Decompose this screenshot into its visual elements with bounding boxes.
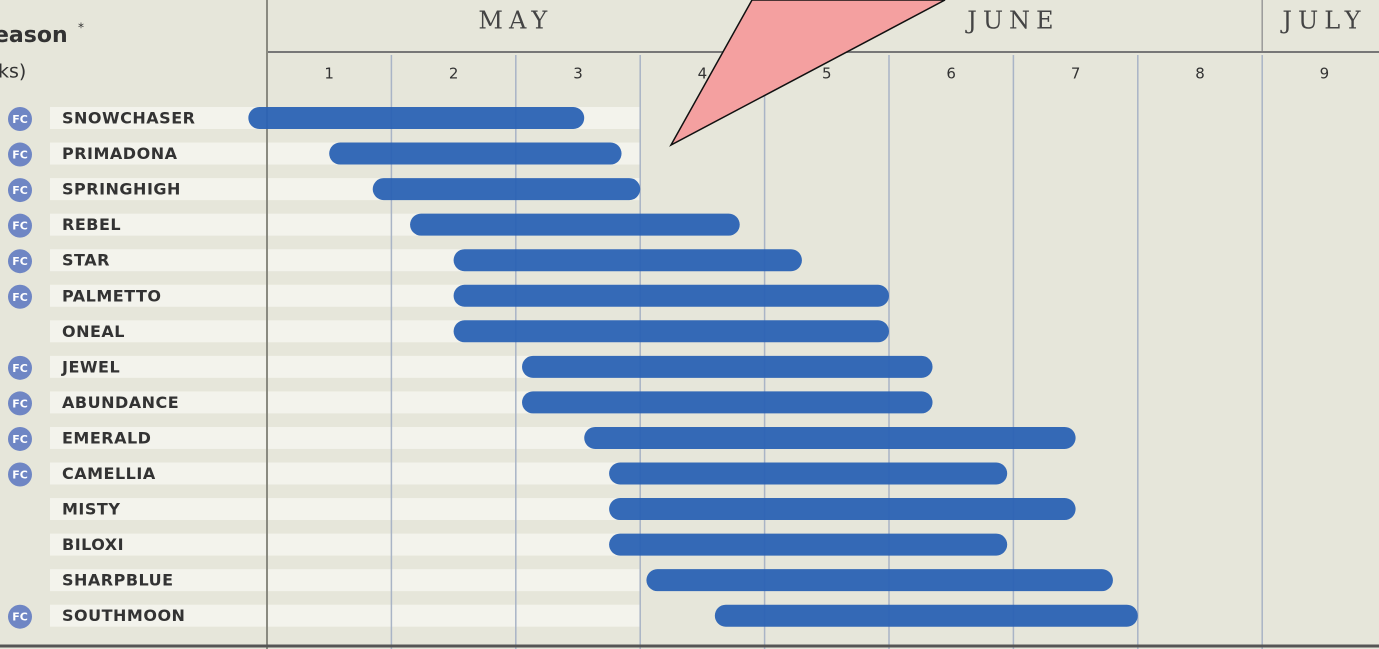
row-band: [50, 391, 640, 414]
week-label: 2: [449, 65, 459, 83]
harvest-bar: [609, 462, 1008, 485]
variety-name: SPRINGHIGH: [62, 180, 181, 199]
variety-name: ONEAL: [62, 322, 125, 341]
fc-badge-label: FC: [12, 220, 28, 233]
week-label: 1: [324, 65, 334, 83]
fc-badge: [8, 142, 32, 167]
month-label: JUNE: [964, 7, 1059, 35]
row-band: [50, 569, 640, 592]
variety-name: STAR: [62, 251, 110, 270]
week-label: 7: [1071, 65, 1081, 83]
harvest-bar: [248, 107, 585, 129]
fc-badge-label: FC: [12, 255, 28, 268]
fc-badge-label: FC: [12, 149, 28, 162]
harvest-bar: [609, 498, 1076, 521]
variety-name: JEWEL: [61, 357, 120, 376]
fc-badge: [8, 213, 32, 238]
row-band: [50, 533, 640, 556]
variety-name: EMERALD: [62, 428, 151, 447]
fc-badge: [8, 391, 32, 416]
harvest-bar: [372, 178, 641, 201]
harvest-bar: [714, 604, 1138, 627]
fc-badge-label: FC: [12, 611, 28, 624]
week-label: 4: [698, 65, 708, 83]
harvest-bar: [453, 284, 889, 307]
variety-name: PALMETTO: [62, 286, 161, 305]
variety-name: BILOXI: [62, 535, 124, 554]
harvest-bar: [329, 142, 622, 165]
fc-badge-label: FC: [12, 469, 28, 482]
fc-badge-label: FC: [12, 433, 28, 446]
week-label: 5: [822, 65, 832, 83]
fc-badge-label: FC: [12, 362, 28, 375]
fc-badge-label: FC: [12, 397, 28, 410]
harvest-bar: [584, 426, 1076, 449]
fc-badge-label: FC: [12, 184, 28, 197]
month-label: JULY: [1279, 7, 1366, 35]
row-band: [50, 498, 640, 521]
harvest-bar: [522, 355, 933, 378]
annotation-arrow: [669, 0, 946, 147]
variety-name: SOUTHMOON: [62, 606, 185, 625]
month-label: MAY: [478, 7, 553, 35]
harvest-bar: [453, 320, 889, 343]
harvest-bar: [609, 533, 1008, 556]
variety-name: SNOWCHASER: [62, 109, 195, 128]
fc-badge: [8, 249, 32, 274]
variety-name: CAMELLIA: [62, 464, 156, 483]
variety-name: PRIMADONA: [62, 144, 178, 163]
harvest-bar: [646, 569, 1113, 592]
fc-badge: [8, 178, 32, 203]
week-label: 3: [573, 65, 583, 83]
row-band: [50, 604, 640, 627]
week-label: 8: [1195, 65, 1205, 83]
fc-badge-label: FC: [12, 291, 28, 304]
variety-name: MISTY: [62, 500, 120, 519]
variety-name: SHARPBLUE: [62, 571, 174, 590]
week-label: 9: [1320, 65, 1330, 83]
row-band: [50, 355, 640, 378]
fc-badge: [8, 462, 32, 487]
fc-badge: [8, 355, 32, 380]
subtitle: ks): [0, 61, 26, 83]
harvest-bar: [522, 391, 933, 414]
row-band: [50, 462, 640, 485]
fc-badge: [8, 107, 32, 131]
harvest-bar: [410, 213, 740, 236]
fc-badge: [8, 284, 32, 309]
fc-badge: [8, 604, 32, 629]
fc-badge-label: FC: [12, 113, 28, 126]
row-band: [50, 426, 640, 449]
week-label: 6: [946, 65, 956, 83]
variety-name: REBEL: [62, 215, 121, 234]
variety-name: ABUNDANCE: [62, 393, 179, 412]
harvest-bar: [453, 249, 802, 272]
fc-badge: [8, 426, 32, 451]
chart-title: eason: [0, 23, 68, 48]
title-mark: *: [78, 21, 84, 35]
